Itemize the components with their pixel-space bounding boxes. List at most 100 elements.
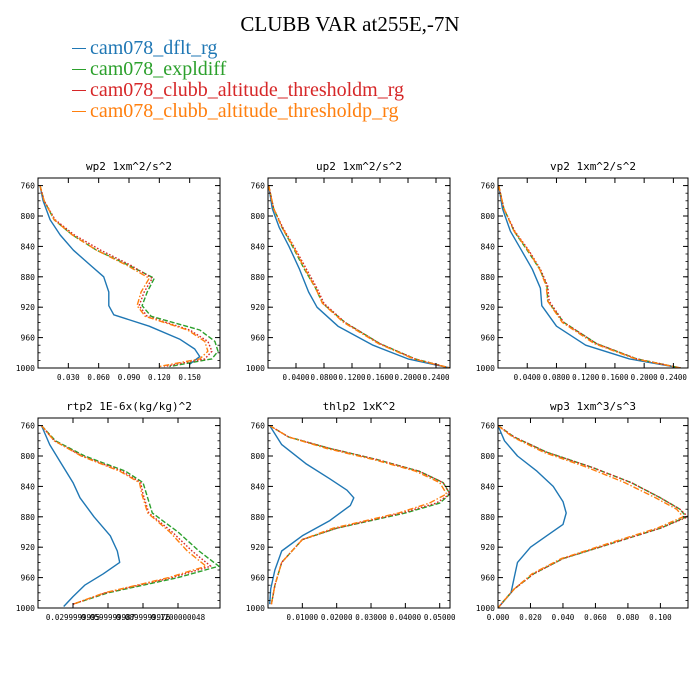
x-tick-label: 0.060 — [87, 373, 110, 382]
series-line — [39, 185, 219, 368]
x-tick-label: 0.1200 — [338, 373, 366, 382]
y-tick-label: 920 — [251, 303, 266, 312]
y-tick-label: 760 — [21, 182, 36, 191]
y-tick-label: 920 — [481, 303, 496, 312]
x-tick-label: 0.0599999987 — [81, 613, 135, 622]
series-line — [498, 425, 567, 608]
y-tick-label: 960 — [251, 334, 266, 343]
y-tick-label: 960 — [21, 574, 36, 583]
series-line — [39, 185, 209, 368]
x-tick-label: 0.2400 — [660, 373, 688, 382]
series-line — [269, 425, 448, 605]
x-tick-label: 0.1200 — [572, 373, 600, 382]
x-tick-label: 0.100 — [649, 613, 672, 622]
series-line — [40, 425, 207, 605]
y-tick-label: 1000 — [16, 604, 35, 613]
x-tick-label: 0.0800 — [310, 373, 338, 382]
series-line — [498, 425, 688, 608]
plot-frame — [37, 177, 221, 369]
legend-label: cam078_clubb_altitude_thresholdm_rg — [90, 79, 405, 101]
series-line — [498, 425, 688, 608]
x-tick-label: 0.04000 — [390, 613, 422, 622]
chart-panel: wp2 1xm^2/s^2 760 800 840 880 920 960 1000 0.030… — [16, 160, 221, 382]
x-tick-label: 0.080 — [617, 613, 640, 622]
y-tick-label: 880 — [21, 513, 36, 522]
series-line — [269, 425, 450, 605]
y-tick-label: 760 — [251, 182, 266, 191]
legend-swatch — [72, 90, 86, 91]
x-tick-label: 0.0299999995 — [46, 613, 100, 622]
x-tick-label: 0.060 — [584, 613, 607, 622]
x-tick-label: 0.02000 — [321, 613, 353, 622]
series-line — [39, 185, 201, 365]
y-tick-label: 1000 — [246, 364, 265, 373]
y-tick-label: 920 — [481, 543, 496, 552]
series-line — [39, 185, 213, 368]
y-tick-label: 960 — [21, 334, 36, 343]
x-tick-label: 0.040 — [552, 613, 575, 622]
y-tick-label: 960 — [481, 334, 496, 343]
series-line — [268, 185, 450, 368]
y-tick-label: 800 — [481, 212, 496, 221]
series-line — [498, 425, 684, 608]
plot-frame — [497, 417, 689, 609]
y-tick-label: 880 — [21, 273, 36, 282]
legend-swatch — [72, 48, 86, 49]
y-tick-label: 840 — [21, 482, 36, 491]
y-tick-label: 760 — [21, 422, 36, 431]
x-tick-label: 0.1600 — [601, 373, 629, 382]
y-tick-label: 880 — [251, 273, 266, 282]
x-tick-label: 0.03000 — [355, 613, 387, 622]
y-tick-label: 800 — [251, 452, 266, 461]
y-tick-label: 840 — [21, 242, 36, 251]
x-tick-label: 0.0899999976 — [116, 613, 171, 622]
legend-label: cam078_expldiff — [90, 58, 227, 80]
y-tick-label: 800 — [21, 212, 36, 221]
x-tick-label: 0.120 — [148, 373, 171, 382]
chart-panel: thlp2 1xK^2 760 800 840 880 920 960 1000 0.01000… — [246, 400, 456, 622]
x-tick-label: 0.0400 — [514, 373, 542, 382]
x-tick-label: 0.05000 — [424, 613, 456, 622]
y-tick-label: 760 — [481, 182, 496, 191]
y-tick-label: 880 — [251, 513, 266, 522]
y-tick-label: 880 — [481, 273, 496, 282]
legend-label: cam078_dflt_rg — [90, 37, 218, 59]
y-tick-label: 760 — [251, 422, 266, 431]
series-line — [268, 185, 450, 368]
chart-panel: rtp2 1E-6x(kg/kg)^2 760 800 840 880 920 960 100… — [16, 400, 221, 622]
series-line — [269, 425, 450, 605]
y-tick-label: 800 — [251, 212, 266, 221]
series-line — [498, 185, 681, 368]
x-tick-label: 0.2000 — [394, 373, 422, 382]
chart-panel: up2 1xm^2/s^2 760 800 840 880 920 960 1000 0.040… — [246, 160, 451, 382]
y-tick-label: 920 — [251, 543, 266, 552]
x-tick-label: 0.150 — [178, 373, 201, 382]
series-line — [498, 185, 681, 368]
x-tick-label: 0.090 — [118, 373, 141, 382]
x-tick-label: 0.1600 — [366, 373, 394, 382]
series-line — [40, 425, 121, 607]
legend-swatch — [72, 111, 86, 112]
x-tick-label: 0.020 — [519, 613, 542, 622]
chart-title: thlp2 1xK^2 — [323, 400, 396, 413]
series-line — [40, 425, 220, 605]
chart-panel: vp2 1xm^2/s^2 760 800 840 880 920 960 1000 0.040… — [476, 160, 689, 382]
y-tick-label: 920 — [21, 543, 36, 552]
series-line — [268, 185, 450, 368]
y-tick-label: 800 — [21, 452, 36, 461]
series-line — [269, 425, 355, 605]
x-tick-label: 0.0400 — [282, 373, 310, 382]
x-tick-label: 0.030 — [57, 373, 80, 382]
plot-frame — [267, 417, 451, 609]
series-line — [498, 185, 681, 368]
x-tick-label: 0.0800 — [543, 373, 571, 382]
y-tick-label: 960 — [481, 574, 496, 583]
x-tick-label: 0.1200000048 — [151, 613, 206, 622]
chart-title: wp2 1xm^2/s^2 — [86, 160, 172, 173]
series-line — [40, 425, 212, 605]
chart-title: rtp2 1E-6x(kg/kg)^2 — [66, 400, 192, 413]
chart-title: vp2 1xm^2/s^2 — [550, 160, 636, 173]
chart-panel: wp3 1xm^3/s^3 760 800 840 880 920 960 10000.000… — [476, 400, 689, 622]
plot-frame — [37, 417, 221, 609]
y-tick-label: 960 — [251, 574, 266, 583]
